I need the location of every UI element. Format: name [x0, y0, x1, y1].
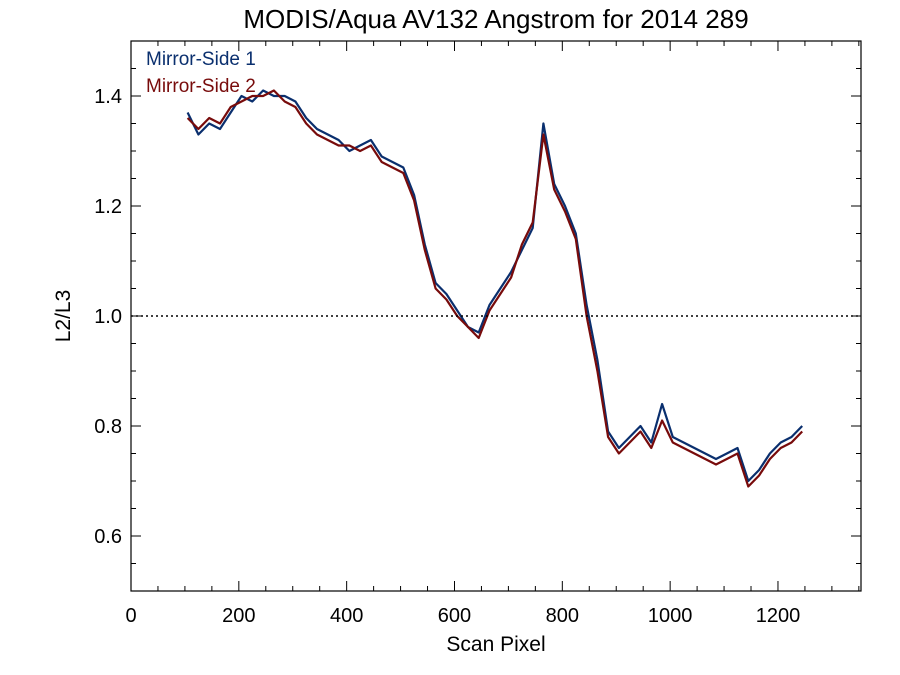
x-tick-label: 1000: [648, 605, 693, 627]
y-tick-label: 1.2: [94, 196, 122, 218]
legend-entry-2: Mirror-Side 2: [146, 76, 256, 97]
plot-lines: [186, 89, 803, 488]
axis-ticks: [130, 40, 861, 592]
x-tick-label: 1200: [756, 605, 801, 627]
y-tick-label: 0.6: [94, 526, 122, 548]
x-tick-label: 400: [330, 605, 363, 627]
y-axis-title: L2/L3: [52, 290, 75, 343]
x-tick-label: 800: [546, 605, 579, 627]
x-axis-title: Scan Pixel: [446, 633, 545, 656]
legend-entry-1: Mirror-Side 1: [146, 49, 256, 70]
axis-tick-labels: 0 200 400 600 800 1000 1200 0.6 0.8 1.0 1.2 1.4: [94, 86, 800, 627]
series-line-1: [186, 89, 803, 483]
chart-title: MODIS/Aqua AV132 Angstrom for 2014 289: [243, 4, 748, 34]
series-line-2: [186, 89, 803, 488]
y-tick-label: 1.4: [94, 86, 122, 108]
y-tick-label: 1.0: [94, 306, 122, 328]
x-tick-label: 200: [222, 605, 255, 627]
x-tick-label: 600: [438, 605, 471, 627]
x-tick-label: 0: [125, 605, 136, 627]
legend: Mirror-Side 1 Mirror-Side 2: [146, 49, 256, 97]
y-tick-label: 0.8: [94, 416, 122, 438]
